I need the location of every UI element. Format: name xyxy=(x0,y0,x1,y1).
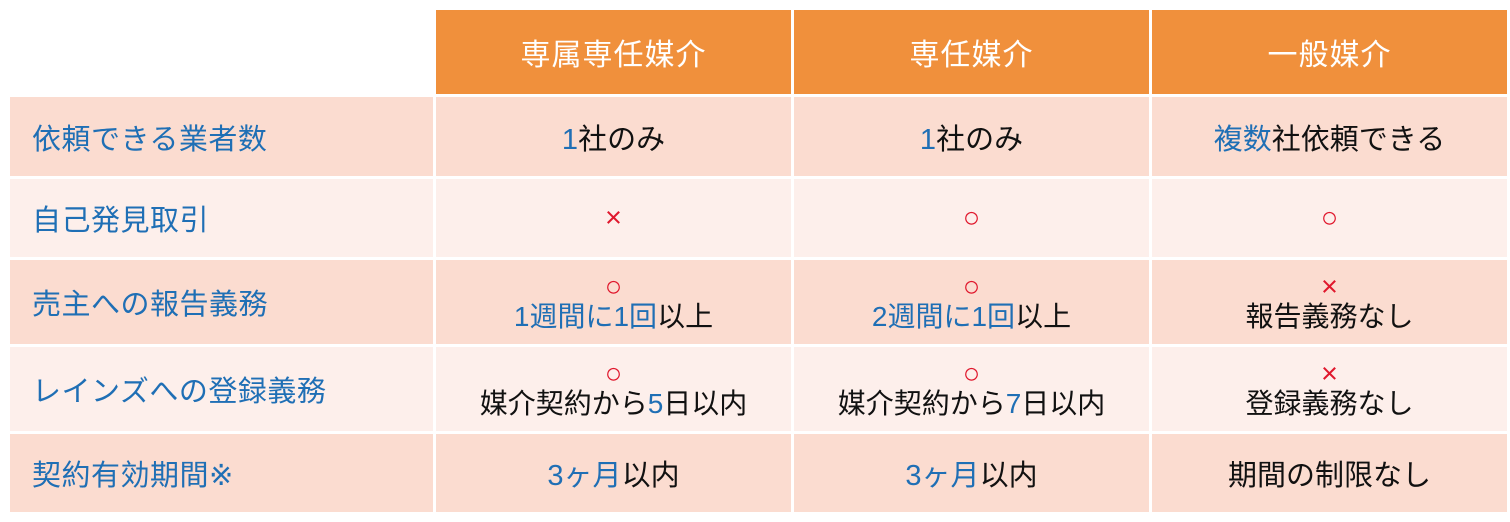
text-segment: 社のみ xyxy=(578,123,666,156)
table-row: 売主への報告義務 ○ 1週間に1回以上 ○ 2週間に1回以上 × 報告義務なし xyxy=(10,260,1507,344)
circle-mark-icon: ○ xyxy=(962,357,981,390)
text-segment: 5 xyxy=(647,387,664,419)
header-cell-column-3: 一般媒介 xyxy=(1152,10,1507,94)
table-header: 専属専任媒介 専任媒介 一般媒介 xyxy=(10,10,1507,94)
table-cell: 3ヶ月以内 xyxy=(794,434,1149,512)
table-body: 依頼できる業者数 1社のみ 1社のみ 複数社依頼できる 自己発見取引 × ○ ○ 売主への報告義… xyxy=(10,97,1507,512)
cell-note: 媒介契約から7日以内 xyxy=(837,387,1106,419)
circle-mark-icon: ○ xyxy=(962,270,981,303)
text-segment: 以上 xyxy=(657,300,714,332)
mark-with-note: ○ 媒介契約から7日以内 xyxy=(794,357,1149,419)
cell-note: 2週間に1回以上 xyxy=(871,300,1072,332)
table-cell: ○ 媒介契約から5日以内 xyxy=(436,347,791,431)
table-cell: 期間の制限なし xyxy=(1152,434,1507,512)
row-label-cell: 契約有効期間※ xyxy=(10,434,433,512)
text-segment: 3ヶ月 xyxy=(905,460,980,492)
cell-text: 3ヶ月以内 xyxy=(905,460,1037,492)
text-segment: 1 xyxy=(919,123,937,156)
text-segment: 以内 xyxy=(621,460,680,492)
text-segment: 以内 xyxy=(979,460,1038,492)
cell-note: 報告義務なし xyxy=(1245,300,1414,332)
mark-with-note: ○ 媒介契約から5日以内 xyxy=(436,357,791,419)
mark-with-note: × 報告義務なし xyxy=(1152,270,1507,332)
text-segment: 媒介契約から xyxy=(837,387,1006,419)
text-segment: 日以内 xyxy=(663,387,748,419)
table-cell: ○ 媒介契約から7日以内 xyxy=(794,347,1149,431)
text-segment: 以上 xyxy=(1015,300,1072,332)
cross-mark-icon: × xyxy=(605,201,622,234)
table-cell: 1社のみ xyxy=(436,97,791,176)
text-segment: 3ヶ月 xyxy=(547,460,622,492)
mark-with-note: ○ 1週間に1回以上 xyxy=(436,270,791,332)
table-cell: ○ xyxy=(1152,179,1507,257)
table-cell: × 登録義務なし xyxy=(1152,347,1507,431)
table-cell: 複数社依頼できる xyxy=(1152,97,1507,176)
cell-text: 複数社依頼できる xyxy=(1214,124,1445,156)
text-segment: 7 xyxy=(1005,387,1022,419)
table-row: 自己発見取引 × ○ ○ xyxy=(10,179,1507,257)
header-cell-column-1: 専属専任媒介 xyxy=(436,10,791,94)
text-segment: 日以内 xyxy=(1021,387,1106,419)
table-row: 依頼できる業者数 1社のみ 1社のみ 複数社依頼できる xyxy=(10,97,1507,176)
text-segment: 期間の制限なし xyxy=(1227,460,1431,492)
circle-mark-icon: ○ xyxy=(1320,201,1339,234)
row-label-cell: レインズへの登録義務 xyxy=(10,347,433,431)
cell-text: 1社のみ xyxy=(920,124,1023,156)
header-row: 専属専任媒介 専任媒介 一般媒介 xyxy=(10,10,1507,94)
text-segment: 社のみ xyxy=(936,123,1024,156)
table-cell: × xyxy=(436,179,791,257)
text-segment: 1週間に1回 xyxy=(513,300,658,332)
cross-mark-icon: × xyxy=(1321,357,1338,390)
cross-mark-icon: × xyxy=(1321,270,1338,303)
text-segment: 1 xyxy=(561,123,579,156)
header-cell-blank xyxy=(10,10,433,94)
text-segment: 媒介契約から xyxy=(479,387,648,419)
table-cell: ○ 2週間に1回以上 xyxy=(794,260,1149,344)
cell-text: 3ヶ月以内 xyxy=(547,460,679,492)
row-label-cell: 依頼できる業者数 xyxy=(10,97,433,176)
table-cell: ○ 1週間に1回以上 xyxy=(436,260,791,344)
text-segment: 複数 xyxy=(1213,123,1272,156)
cell-text: 期間の制限なし xyxy=(1228,460,1431,492)
table-cell: ○ xyxy=(794,179,1149,257)
mark-with-note: ○ 2週間に1回以上 xyxy=(794,270,1149,332)
table-cell: × 報告義務なし xyxy=(1152,260,1507,344)
text-segment: 報告義務なし xyxy=(1245,300,1414,332)
circle-mark-icon: ○ xyxy=(604,357,623,390)
mark-with-note: × 登録義務なし xyxy=(1152,357,1507,419)
table-cell: 3ヶ月以内 xyxy=(436,434,791,512)
table-cell: 1社のみ xyxy=(794,97,1149,176)
comparison-table-container: 専属専任媒介 専任媒介 一般媒介 依頼できる業者数 1社のみ 1社のみ 複数社依頼でき… xyxy=(10,10,1507,512)
cell-note: 媒介契約から5日以内 xyxy=(479,387,748,419)
row-label-cell: 売主への報告義務 xyxy=(10,260,433,344)
cell-note: 登録義務なし xyxy=(1245,387,1414,419)
brokerage-contract-comparison-table: 専属専任媒介 専任媒介 一般媒介 依頼できる業者数 1社のみ 1社のみ 複数社依頼でき… xyxy=(7,7,1510,515)
text-segment: 登録義務なし xyxy=(1245,387,1414,419)
cell-text: 1社のみ xyxy=(562,124,665,156)
cell-note: 1週間に1回以上 xyxy=(513,300,714,332)
header-cell-column-2: 専任媒介 xyxy=(794,10,1149,94)
row-label-cell: 自己発見取引 xyxy=(10,179,433,257)
text-segment: 2週間に1回 xyxy=(871,300,1016,332)
table-row: 契約有効期間※ 3ヶ月以内 3ヶ月以内 期間の制限なし xyxy=(10,434,1507,512)
circle-mark-icon: ○ xyxy=(962,201,981,234)
table-row: レインズへの登録義務 ○ 媒介契約から5日以内 ○ 媒介契約から7日以内 × 登録義務なし xyxy=(10,347,1507,431)
circle-mark-icon: ○ xyxy=(604,270,623,303)
text-segment: 社依頼できる xyxy=(1271,123,1446,156)
